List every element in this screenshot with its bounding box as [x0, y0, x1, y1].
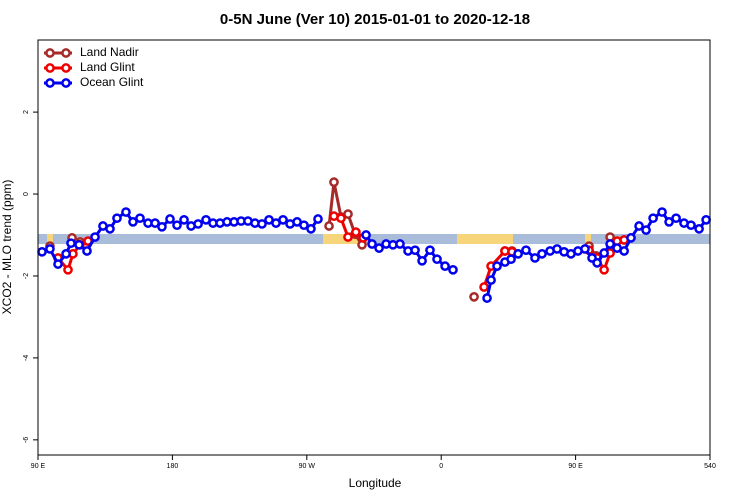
point	[395, 239, 405, 249]
plot-frame	[37, 39, 711, 456]
point	[82, 246, 92, 256]
x-tick-label: 90 W	[299, 463, 316, 470]
point	[53, 259, 63, 269]
point	[701, 214, 711, 225]
point	[66, 238, 76, 249]
point	[530, 253, 540, 263]
point	[135, 213, 145, 224]
point	[440, 261, 450, 271]
point	[179, 214, 189, 225]
point	[648, 213, 658, 224]
point	[599, 248, 609, 258]
point	[641, 225, 651, 235]
point	[157, 221, 167, 232]
point	[521, 245, 531, 256]
point	[367, 239, 377, 249]
y-axis-label: XCO2 - MLO trend (ppm)	[0, 180, 14, 315]
legend-marker	[45, 78, 55, 88]
point	[479, 282, 489, 292]
legend-label: Ocean Glint	[80, 75, 144, 89]
point	[361, 230, 371, 240]
point	[599, 264, 609, 275]
point	[605, 239, 615, 249]
point	[686, 220, 696, 231]
point	[343, 232, 353, 242]
point	[313, 214, 323, 224]
point	[112, 213, 122, 224]
point	[619, 246, 629, 256]
x-tick-label: 180	[167, 463, 179, 470]
point	[343, 209, 353, 219]
point	[448, 264, 458, 275]
point	[278, 214, 288, 225]
point	[580, 244, 590, 254]
y-tick-label: -2	[23, 273, 30, 279]
legend-marker	[61, 63, 71, 73]
point	[374, 243, 384, 253]
point	[482, 293, 492, 303]
point	[105, 224, 115, 234]
y-tick-label: 2	[23, 110, 30, 114]
point	[506, 254, 516, 265]
legend-marker	[61, 78, 71, 88]
legend-marker	[61, 48, 71, 58]
legend-label: Land Nadir	[80, 45, 139, 59]
point	[299, 220, 309, 231]
y-tick-label: -6	[23, 437, 30, 443]
point	[486, 275, 496, 285]
point	[150, 218, 160, 228]
point	[165, 214, 175, 224]
plot-area	[37, 177, 711, 303]
x-axis-label: Longitude	[349, 476, 402, 490]
point	[74, 239, 84, 250]
point	[417, 255, 427, 266]
point	[336, 213, 346, 224]
x-tick-label: 0	[439, 463, 443, 470]
legend-marker	[45, 63, 55, 73]
point	[121, 207, 131, 217]
point	[37, 246, 47, 257]
x-tick-label: 540	[704, 463, 716, 470]
point	[351, 227, 361, 237]
point	[324, 221, 334, 231]
point	[193, 219, 203, 229]
point	[694, 224, 704, 234]
point	[329, 177, 339, 188]
x-tick-label: 90 E	[568, 463, 583, 470]
legend-marker	[45, 48, 55, 58]
point	[425, 245, 435, 256]
point	[172, 220, 182, 231]
x-tick-label: 90 E	[31, 463, 46, 470]
point	[634, 221, 644, 231]
point	[45, 244, 55, 254]
point	[626, 233, 636, 243]
surface-band	[38, 234, 710, 244]
point	[657, 207, 667, 217]
point	[306, 224, 316, 234]
y-tick-label: -4	[23, 355, 30, 361]
point	[63, 264, 73, 275]
point	[410, 245, 420, 256]
legend-label: Land Glint	[80, 60, 135, 74]
point	[432, 254, 442, 265]
point	[492, 261, 502, 271]
point	[513, 248, 523, 259]
point	[90, 232, 100, 242]
y-tick-label: 0	[23, 192, 30, 196]
point	[61, 248, 71, 259]
point	[469, 292, 479, 302]
point	[671, 213, 681, 224]
point	[537, 248, 547, 259]
point	[257, 219, 267, 229]
point	[128, 217, 138, 227]
chart-title: 0-5N June (Ver 10) 2015-01-01 to 2020-12…	[220, 11, 530, 28]
point	[592, 258, 602, 268]
point	[664, 217, 674, 227]
